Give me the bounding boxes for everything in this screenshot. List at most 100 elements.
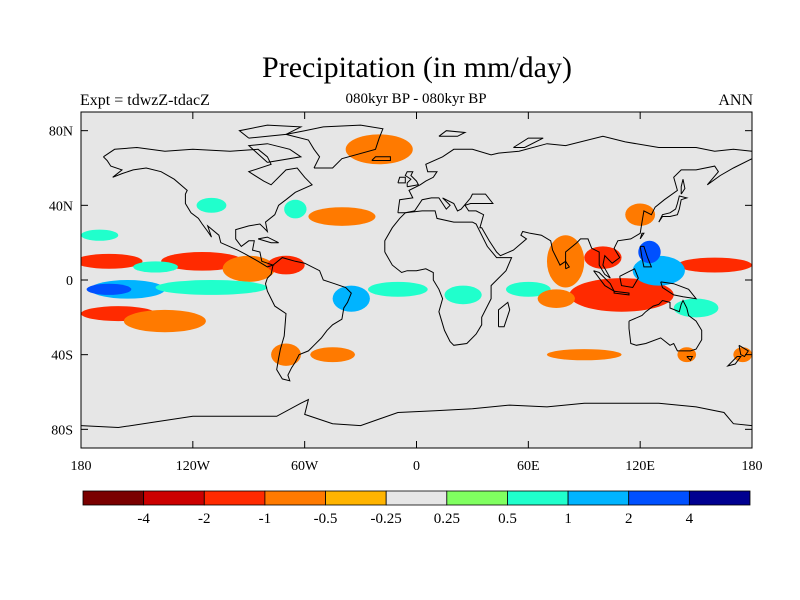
colorbar: -4 -2 -1 -0.5 -0.25 0.25 0.5 1 2 4 [82,490,751,527]
colorbar-swatch [688,490,751,506]
anomaly-region-27 [271,343,301,366]
anomaly-region-13 [632,255,685,286]
colorbar-swatch [385,490,448,506]
anomaly-region-28 [310,347,355,363]
season-label: ANN [718,92,753,109]
coastline-ellesmere-island [238,124,303,139]
coastline-sumatra [593,270,616,293]
lat-tick-label: 80N [49,125,73,140]
lat-tick-label: 40N [49,199,73,214]
lon-tick-label: 0 [413,459,420,474]
anomaly-region-16 [86,283,132,295]
colorbar-label: -0.25 [371,511,402,527]
anomaly-region-9 [569,278,674,312]
anomaly-region-6 [308,207,376,226]
lat-tick-label: 40S [51,349,73,364]
lon-tick-label: 60E [517,459,540,474]
colorbar-swatch [507,490,569,506]
coastline-philippines [639,245,653,268]
lon-tick-label: 60W [291,459,319,474]
anomaly-region-30 [625,203,656,226]
coastline-south-america [264,257,352,382]
coastline-ireland [397,176,406,184]
colorbar-swatch [82,490,145,506]
coastline-taiwan [639,232,645,240]
anomaly-region-5 [123,309,206,333]
longitude-ticks: 180 120W 60W 0 60E 120E 180 [71,112,763,474]
anomaly-region-20 [368,281,428,297]
colorbar-swatch [143,490,205,506]
lon-tick-label: 180 [71,459,92,474]
colorbar-swatch [264,490,326,506]
anomaly-region-3 [267,255,305,275]
colorbar-label: 0.25 [434,511,460,527]
coastline-borneo [619,268,639,289]
anomaly-fields [81,134,752,366]
lat-tick-label: 80S [51,423,73,438]
coastline-baffin-island [247,143,303,163]
coastline-tasmania [686,356,694,362]
anomaly-region-14 [638,240,661,264]
anomaly-region-2 [222,255,275,282]
coastline-java [613,290,630,296]
anomaly-region-7 [284,199,307,219]
colorbar-swatch [325,490,387,506]
coastline-new-guinea [660,281,698,300]
coastline-british-isles [404,171,420,188]
coastlines [81,124,752,429]
anomaly-region-0 [81,253,143,269]
anomaly-region-31 [81,229,119,241]
colorbar-label: -0.5 [314,511,338,527]
lon-tick-label: 120W [176,459,211,474]
coastline-sakhalin [680,179,686,195]
colorbar-label: -4 [137,511,150,527]
lon-tick-label: 180 [742,459,763,474]
anomaly-region-26 [733,347,752,363]
colorbar-label: 4 [686,511,694,527]
lon-tick-label: 120E [625,459,655,474]
experiment-label: Expt = tdwzZ-tdacZ [80,92,210,109]
colorbar-swatch [446,490,508,506]
coastline-australia [628,299,703,352]
coastline-madagascar [498,301,511,328]
colorbar-label: -2 [198,511,211,527]
colorbar-label: 1 [564,511,572,527]
colorbar-swatch [203,490,266,506]
figure-subtitle: 080kyr BP - 080kyr BP [345,91,487,107]
coastline-new-zealand-north [738,344,750,358]
anomaly-region-21 [444,285,482,305]
colorbar-swatch [628,490,690,506]
coastline-novaya-zemlya [513,137,544,148]
coastline-north-america [103,146,313,268]
latitude-ticks: 80N 40N 0 40S 80S [49,125,752,438]
colorbar-label: 2 [625,511,633,527]
anomaly-region-23 [537,289,575,308]
coastline-eurasia [397,135,752,279]
coastline-cuba [257,236,279,244]
anomaly-region-25 [677,347,697,363]
coastline-africa [384,210,513,346]
coastline-japan [658,195,689,223]
lat-tick-label: 0 [66,274,73,289]
colorbar-label: -1 [259,511,272,527]
coastline-sri-lanka [565,259,571,270]
anomaly-region-8 [345,134,413,165]
coastline-greenland [285,124,384,169]
anomaly-region-18 [133,261,178,273]
anomaly-region-17 [155,280,268,295]
anomaly-region-1 [161,252,244,271]
coastline-iceland [371,156,391,161]
anomaly-region-32 [196,197,227,213]
colorbar-label: 0.5 [498,511,517,527]
coastline-svalbard [438,130,467,137]
anomaly-region-22 [505,281,551,297]
colorbar-swatch [567,490,630,506]
figure-title: Precipitation (in mm/day) [262,51,572,84]
anomaly-region-12 [677,257,752,273]
coastline-antarctica [81,398,752,429]
anomaly-region-19 [332,285,370,312]
anomaly-region-29 [546,349,622,361]
coastline-new-zealand-south [726,356,742,367]
